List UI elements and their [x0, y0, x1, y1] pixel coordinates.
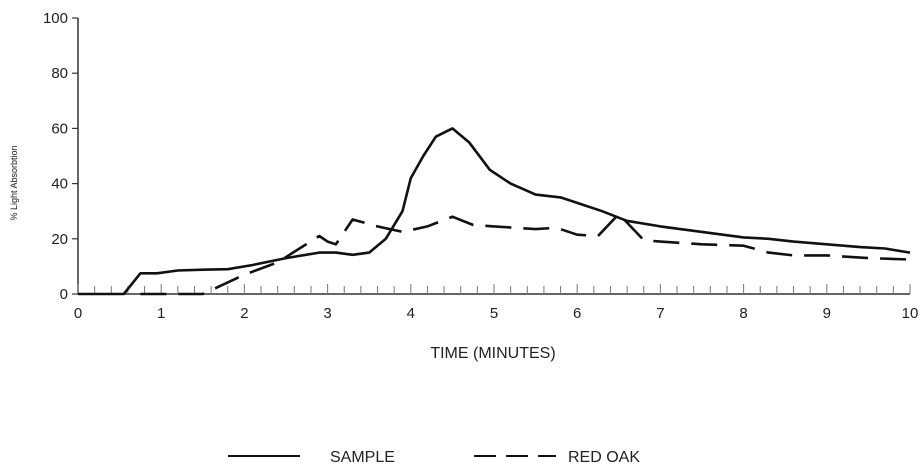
x-tick-label: 8	[739, 305, 747, 322]
y-axis: 0 20 40 60 80 100	[43, 10, 78, 303]
x-axis-title: TIME (MINUTES)	[430, 345, 555, 362]
series-lines	[78, 127, 911, 296]
x-tick-label: 10	[902, 305, 919, 322]
x-tick-label: 2	[240, 305, 248, 322]
y-tick-label: 40	[51, 176, 68, 193]
y-tick-label: 60	[51, 120, 68, 137]
y-axis-title: % Light Absorbtion	[9, 145, 19, 220]
x-tick-label: 7	[656, 305, 664, 322]
x-tick-label: 3	[323, 305, 331, 322]
x-tick-label: 1	[157, 305, 165, 322]
y-tick-label: 0	[60, 286, 68, 303]
y-tick-label: 100	[43, 10, 68, 27]
series-line-red-oak	[140, 212, 911, 296]
plot-frame	[77, 18, 910, 295]
x-tick-label: 4	[407, 305, 415, 322]
legend-label-red-oak: RED OAK	[568, 449, 640, 466]
y-tick-label: 20	[51, 231, 68, 248]
legend-label-sample: SAMPLE	[330, 449, 395, 466]
legend: SAMPLE RED OAK	[228, 449, 640, 466]
x-tick-label: 6	[573, 305, 581, 322]
series-line-sample	[78, 127, 911, 296]
x-tick-label: 0	[74, 305, 82, 322]
x-tick-label: 9	[823, 305, 831, 322]
y-tick-label: 80	[51, 65, 68, 82]
x-tick-label: 5	[490, 305, 498, 322]
x-axis: 0 1 2 3 4 5 6 7 8 9 10	[74, 284, 919, 322]
